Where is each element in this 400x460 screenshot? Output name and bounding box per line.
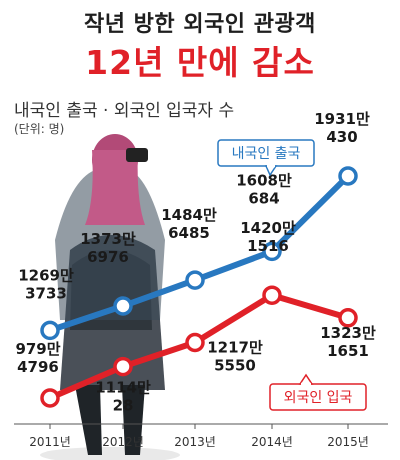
- legend-label: 외국인 입국: [284, 390, 353, 406]
- x-tick-label: 2014년: [251, 435, 293, 449]
- legend-label: 내국인 출국: [232, 146, 301, 162]
- data-label-main: 1323만: [320, 324, 376, 342]
- legend-pointer: [298, 373, 314, 385]
- data-point: [40, 320, 60, 341]
- data-label-sub: 1516: [247, 237, 289, 255]
- data-label-sub: 28: [113, 397, 134, 415]
- data-point: [185, 270, 205, 290]
- data-label-main: 1373만: [80, 230, 136, 248]
- data-label-main: 1114만: [95, 379, 151, 397]
- data-label-main: 979만: [15, 340, 60, 358]
- x-tick-label: 2015년: [327, 435, 369, 449]
- data-point: [262, 285, 282, 305]
- data-point: [262, 241, 282, 262]
- data-label-sub: 430: [326, 128, 357, 146]
- headline-line-1: 작년 방한 외국인 관광객: [84, 12, 316, 37]
- data-label-main: 1420만: [240, 219, 296, 237]
- data-point: [338, 308, 358, 328]
- headline-line-2: 12년 만에 감소: [85, 43, 315, 82]
- data-label-sub: 3733: [25, 284, 67, 302]
- unit-label: (단위: 명): [14, 122, 65, 136]
- data-label-sub: 6976: [87, 248, 129, 266]
- data-label-sub: 5550: [214, 356, 256, 374]
- data-point: [185, 332, 205, 353]
- data-point: [113, 296, 133, 316]
- data-label-sub: 6485: [168, 224, 210, 242]
- data-point: [338, 166, 358, 186]
- data-label-sub: 4796: [17, 358, 59, 376]
- data-label-sub: 1651: [327, 342, 369, 360]
- data-label-main: 1608만: [236, 171, 292, 189]
- x-tick-label: 2011년: [29, 435, 71, 449]
- x-tick-label: 2012년: [102, 435, 144, 449]
- data-label-main: 1931만: [314, 110, 370, 128]
- data-point: [113, 356, 133, 377]
- data-label-sub: 684: [248, 189, 279, 207]
- legend-box: [269, 383, 367, 411]
- data-point: [40, 388, 60, 408]
- data-label-main: 1484만: [161, 206, 217, 224]
- x-tick-label: 2013년: [174, 435, 216, 449]
- data-label-main: 1269만: [18, 266, 74, 284]
- data-label-main: 1217만: [207, 338, 263, 356]
- chart-title: 내국인 출국 · 외국인 입국자 수: [14, 101, 235, 121]
